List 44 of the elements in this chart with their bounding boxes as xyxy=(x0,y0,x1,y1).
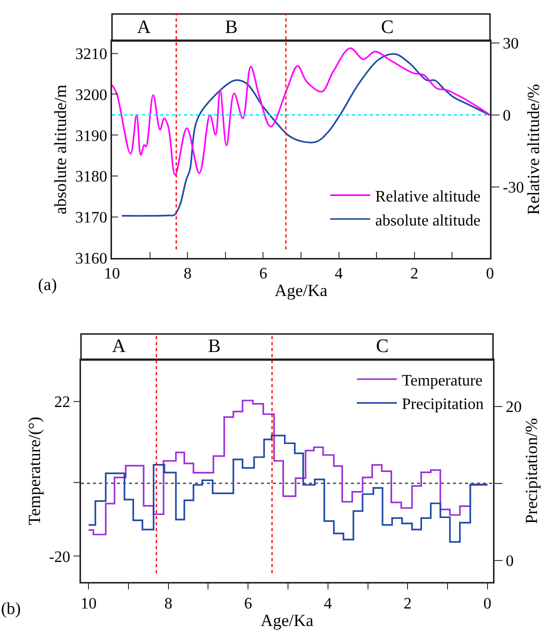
y2-tick-label: 0 xyxy=(502,108,511,125)
y2-axis-title: Precipitation/% xyxy=(522,418,541,524)
y-tick-label: 3190 xyxy=(75,128,108,145)
x-tick-label: 4 xyxy=(334,266,343,283)
x-tick-label: 2 xyxy=(410,266,418,283)
y-tick-label: 3160 xyxy=(75,250,108,268)
x-tick-label: 6 xyxy=(259,266,268,283)
text: A xyxy=(137,17,151,38)
y2-tick-label: 30 xyxy=(502,36,519,53)
x-tick-label: 6 xyxy=(244,596,252,613)
legend-label: Precipitation xyxy=(402,396,484,414)
x-tick-label: 2 xyxy=(404,596,412,613)
y2-tick-label: 20 xyxy=(506,398,522,416)
x-axis-title: Age/Ka xyxy=(260,610,314,630)
x-axis-title: Age/Ka xyxy=(274,280,328,300)
text: (b) xyxy=(1,599,21,618)
y-axis-title: Temperature/(°) xyxy=(24,416,44,526)
text: A xyxy=(112,336,126,357)
x-tick-label: 8 xyxy=(164,596,172,613)
text: B xyxy=(225,17,238,38)
y2-tick-label: -30 xyxy=(502,180,524,197)
y2-axis-title: Relative altitude/% xyxy=(524,84,544,215)
line-series xyxy=(112,47,490,176)
legend-label: Relative altitude xyxy=(375,188,481,206)
y-axis-title: absolute altitude/m xyxy=(51,84,70,214)
y-tick-label: 3200 xyxy=(75,86,108,104)
x-tick-label: 0 xyxy=(486,266,494,283)
y-tick-label: 22 xyxy=(54,394,70,412)
y-tick-label: -20 xyxy=(48,548,70,566)
legend-label: absolute altitude xyxy=(375,212,481,230)
y-tick-label: 3180 xyxy=(75,168,108,186)
text: B xyxy=(208,336,221,357)
text: C xyxy=(376,336,389,357)
y-tick-label: 3170 xyxy=(75,210,108,227)
y-tick-label: 3210 xyxy=(75,46,108,63)
y2-tick-label: 0 xyxy=(506,553,514,570)
x-tick-label: 10 xyxy=(104,266,120,283)
legend-label: Temperature xyxy=(402,372,482,390)
text: C xyxy=(381,17,394,38)
x-tick-label: 8 xyxy=(184,266,192,283)
text: (a) xyxy=(38,275,57,294)
x-tick-label: 4 xyxy=(324,596,332,613)
x-tick-label: 10 xyxy=(80,596,97,613)
x-tick-label: 0 xyxy=(483,596,492,613)
